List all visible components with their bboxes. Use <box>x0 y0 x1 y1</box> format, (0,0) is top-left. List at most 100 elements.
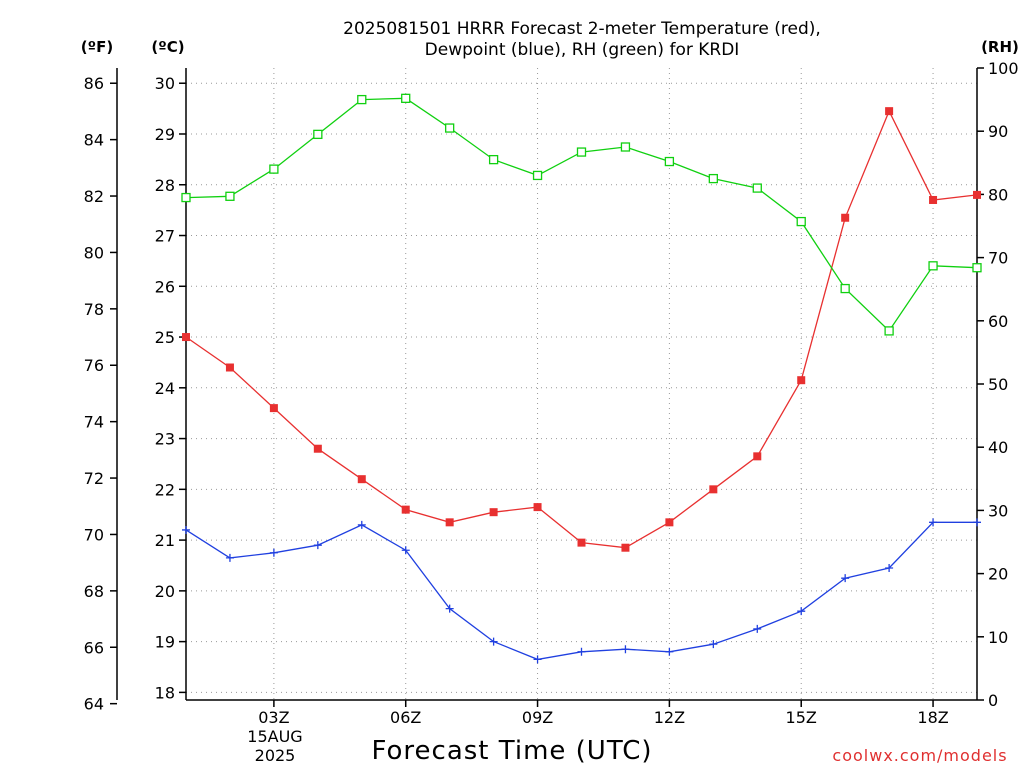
x-tick-label: 15Z <box>786 708 817 727</box>
temperature-line <box>185 109 978 549</box>
rh-point <box>181 192 191 203</box>
temperature-point <box>445 518 454 527</box>
celsius-tick-label: 25 <box>155 328 175 347</box>
dewpoint-point <box>753 624 762 633</box>
dewpoint-point <box>841 574 850 583</box>
temperature-point <box>401 505 410 514</box>
unit-fahrenheit: (ºF) <box>81 38 113 56</box>
fahrenheit-tick-label: 78 <box>84 300 104 319</box>
temperature-point <box>225 363 234 372</box>
rh-tick-label: 60 <box>988 312 1008 331</box>
dewpoint-point <box>929 518 938 527</box>
rh-point <box>576 147 587 157</box>
x-tick-label: 12Z <box>654 708 685 727</box>
temperature-point <box>533 503 542 512</box>
rh-point <box>664 156 675 167</box>
fahrenheit-tick-label: 66 <box>84 638 104 657</box>
credit-text: coolwx.com/models <box>832 746 1007 765</box>
celsius-tick-label: 26 <box>155 277 175 296</box>
dewpoint-point <box>489 637 498 646</box>
temperature-point <box>269 404 278 413</box>
temperature-point <box>753 452 762 461</box>
dewpoint-point <box>665 647 674 656</box>
rh-point <box>313 129 323 140</box>
unit-rh: (RH) <box>981 38 1019 56</box>
celsius-tick-label: 23 <box>155 430 175 449</box>
temperature-point <box>489 508 498 517</box>
celsius-tick-label: 30 <box>155 74 175 93</box>
dewpoint-point <box>182 525 190 534</box>
temperature-point <box>621 543 630 552</box>
rh-tick-label: 70 <box>988 249 1008 268</box>
rh-tick-label: 0 <box>988 691 998 710</box>
rh-point <box>488 154 499 165</box>
celsius-tick-label: 18 <box>155 683 175 702</box>
tick-labels: 64 66 68 70 72 74 76 78 80 82 84 86 18 19 20 21 22 23 24 25… <box>84 59 1019 727</box>
dewpoint-point <box>269 548 278 557</box>
dewpoint-point <box>533 655 542 664</box>
temperature-point <box>577 538 586 547</box>
temperature-point <box>841 213 850 222</box>
series <box>181 93 982 664</box>
temperature-point <box>313 444 322 453</box>
rh-tick-label: 100 <box>988 59 1019 78</box>
rh-series <box>181 93 982 336</box>
dewpoint-point <box>621 645 630 654</box>
fahrenheit-tick-label: 80 <box>84 243 104 262</box>
rh-point <box>884 326 894 336</box>
fahrenheit-tick-label: 82 <box>84 187 104 206</box>
celsius-tick-label: 27 <box>155 227 175 246</box>
dewpoint-point <box>797 607 806 616</box>
celsius-tick-label: 20 <box>155 582 175 601</box>
fahrenheit-tick-label: 68 <box>84 582 104 601</box>
dewpoint-point <box>577 647 586 656</box>
rh-point <box>928 261 938 271</box>
rh-point <box>796 216 806 227</box>
fahrenheit-tick-label: 72 <box>84 469 104 488</box>
rh-point <box>972 263 982 273</box>
rh-tick-label: 50 <box>988 375 1008 394</box>
dewpoint-point <box>885 564 894 573</box>
x-tick-label: 03Z <box>258 708 289 727</box>
chart-title-line2: Dewpoint (blue), RH (green) for KRDI <box>425 40 740 60</box>
dewpoint-point <box>445 604 454 613</box>
temperature-series <box>182 107 981 552</box>
rh-point <box>708 173 718 184</box>
dewpoint-point <box>357 520 366 529</box>
fahrenheit-tick-label: 64 <box>84 695 104 714</box>
date-label-year: 2025 <box>255 746 296 765</box>
temperature-point <box>709 485 718 494</box>
rh-point <box>840 283 850 294</box>
rh-point <box>357 94 367 105</box>
celsius-tick-label: 28 <box>155 176 175 195</box>
rh-tick-label: 30 <box>988 501 1008 520</box>
temperature-point <box>797 376 806 385</box>
unit-celsius: (ºC) <box>151 38 184 56</box>
rh-tick-label: 40 <box>988 438 1008 457</box>
fahrenheit-tick-label: 74 <box>84 413 104 432</box>
rh-point <box>620 142 631 152</box>
chart-title-line1: 2025081501 HRRR Forecast 2-meter Tempera… <box>343 19 821 39</box>
fahrenheit-tick-label: 86 <box>84 74 104 93</box>
rh-point <box>532 170 543 181</box>
rh-tick-label: 10 <box>988 628 1008 647</box>
x-tick-label: 06Z <box>390 708 421 727</box>
x-tick-label: 09Z <box>522 708 553 727</box>
celsius-tick-label: 29 <box>155 125 175 144</box>
temperature-point <box>665 518 674 527</box>
temperature-point <box>357 475 366 484</box>
dewpoint-point <box>709 640 718 649</box>
temperature-point <box>182 333 190 342</box>
axes <box>110 67 984 707</box>
celsius-tick-label: 22 <box>155 480 175 499</box>
celsius-tick-label: 19 <box>155 633 175 652</box>
dewpoint-point <box>973 518 981 527</box>
date-label-day: 15AUG <box>247 727 302 746</box>
grid <box>186 68 977 700</box>
temperature-point <box>929 195 938 204</box>
rh-tick-label: 90 <box>988 122 1008 141</box>
fahrenheit-tick-label: 76 <box>84 356 104 375</box>
x-tick-label: 18Z <box>917 708 948 727</box>
temperature-point <box>885 107 894 116</box>
